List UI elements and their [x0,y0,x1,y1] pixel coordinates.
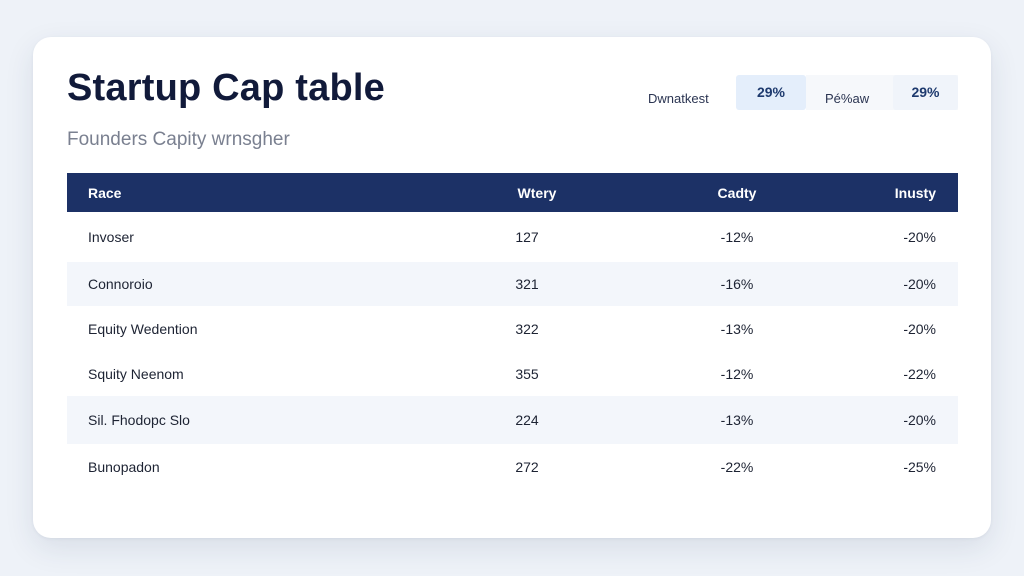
row-pct-1: -13% [720,412,754,428]
row-pct-1: -16% [720,276,754,292]
cap-table: Race Wtery Cadty Inusty Invoser 127 -12%… [67,173,958,490]
row-pct-2: -22% [903,365,936,382]
column-header-cadty[interactable]: Cadty [717,184,757,201]
row-pct-2: -20% [903,412,936,428]
stat-label-1: Dwnatkest [648,91,709,106]
table-row[interactable]: Squity Neenom 355 -12% -22% [67,351,958,396]
stat-value-1: 29% [736,75,806,110]
table-row[interactable]: Sil. Fhodopc Slo 224 -13% -20% [67,396,958,444]
row-name: Invoser [88,229,134,245]
table-row[interactable]: Equity Wedention 322 -13% -20% [67,306,958,351]
row-value: 224 [515,412,539,428]
column-header-wtery[interactable]: Wtery [517,184,557,201]
table-row[interactable]: Invoser 127 -12% -20% [67,212,958,262]
row-pct-1: -12% [720,365,754,382]
row-pct-2: -20% [903,229,936,245]
row-name: Connoroio [88,276,153,292]
row-name: Squity Neenom [88,365,184,382]
row-name: Bunopadon [88,459,160,475]
table-row[interactable]: Connoroio 321 -16% -20% [67,262,958,306]
row-pct-2: -20% [903,320,936,337]
row-value: 355 [515,365,539,382]
page-title: Startup Cap table [67,67,385,109]
stat-label-2: Pé%aw [825,91,870,106]
cap-table-card: Startup Cap table Founders Capity wrnsgh… [33,37,991,538]
column-header-race[interactable]: Race [88,184,122,201]
row-pct-2: -25% [903,459,936,475]
table-header-row: Race Wtery Cadty Inusty [67,173,958,212]
table-row[interactable]: Bunopadon 272 -22% -25% [67,444,958,490]
row-pct-1: -13% [720,320,754,337]
row-name: Equity Wedention [88,320,198,337]
row-value: 127 [515,229,539,245]
row-pct-1: -12% [720,229,754,245]
row-pct-1: -22% [720,459,754,475]
row-pct-2: -20% [903,276,936,292]
page-subtitle: Founders Capity wrnsgher [67,129,290,150]
stat-value-2: 29% [893,75,958,110]
column-header-inusty[interactable]: Inusty [894,184,936,201]
row-value: 272 [515,459,539,475]
row-value: 321 [515,276,539,292]
row-name: Sil. Fhodopc Slo [88,412,190,428]
row-value: 322 [515,320,539,337]
